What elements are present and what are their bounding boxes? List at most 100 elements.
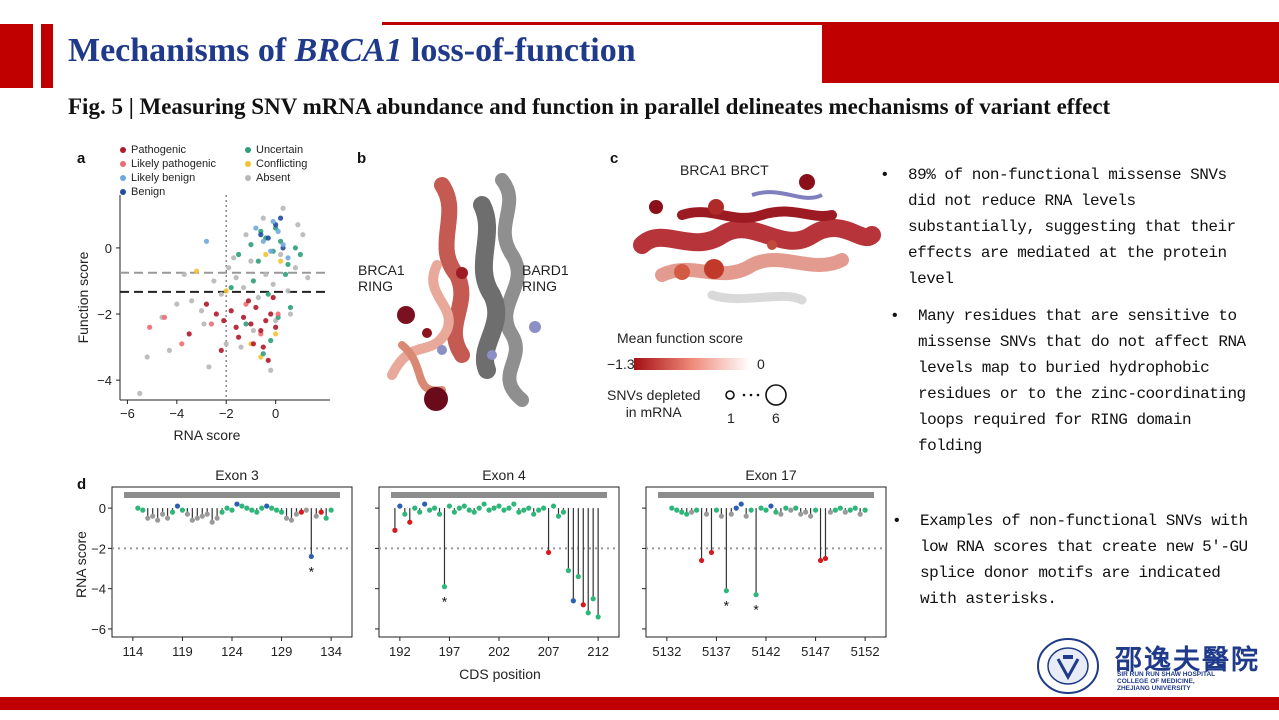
panel-label-c: c (610, 150, 619, 167)
data-point-absent (263, 271, 269, 277)
zinc-sphere (437, 345, 447, 355)
x-tick-label: −6 (120, 406, 135, 421)
lollipop-point (703, 511, 710, 517)
lollipop-point (694, 507, 700, 513)
variant-sphere (649, 200, 663, 214)
data-point-uncertain (248, 241, 254, 248)
lollipop-point (674, 507, 680, 513)
bullet-point-1: • 89% of non-functional missense SNVs did… (880, 166, 1236, 288)
lollipop-point (259, 505, 265, 511)
data-point-absent (201, 321, 207, 327)
data-point-absent (198, 308, 205, 314)
data-point-absent (248, 258, 254, 264)
lollipop-point (204, 511, 210, 517)
brct-linker (751, 190, 823, 200)
lollipop-point (219, 509, 225, 515)
x-tick-label: 124 (221, 644, 243, 659)
lollipop-point (249, 507, 255, 513)
lollipop-point (436, 511, 443, 517)
lollipop-point (842, 509, 848, 515)
y-axis-label: RNA score (73, 531, 89, 598)
data-point-absent (226, 265, 232, 271)
size-scale-circles (725, 384, 787, 406)
data-point-uncertain (282, 271, 289, 277)
lollipop-point (234, 501, 240, 507)
data-point-uncertain (250, 278, 257, 284)
lollipop-point (511, 501, 517, 507)
data-point-pathogenic (218, 347, 224, 354)
lollipop-point (422, 501, 428, 507)
data-point-pathogenic (260, 344, 266, 350)
lollipop-point (486, 507, 492, 513)
legend-benign: Benign (120, 186, 165, 198)
lollipop-point (550, 503, 557, 509)
lollipop-point (758, 505, 764, 511)
lollipop-point (506, 505, 512, 511)
lollipop-point (283, 515, 290, 521)
lollipop-point (857, 511, 863, 517)
data-point-likely-pathogenic (161, 314, 168, 320)
rna-score-lollipop-chart: 0 −2 −4 −6 RNA score Exon 3 * 114 119 124 129 134 Ex… (73, 467, 887, 682)
lollipop-point (323, 515, 329, 521)
lollipop-point (862, 507, 868, 513)
hospital-seal-logo (1037, 638, 1099, 694)
lollipop-point (718, 513, 724, 519)
lollipop-point (501, 507, 507, 513)
lollipop-point (471, 509, 477, 515)
data-point-absent (255, 294, 261, 301)
data-point-uncertain (268, 337, 274, 344)
data-point-benign (258, 232, 264, 238)
lollipop-point (427, 507, 433, 513)
lollipop-point (184, 511, 190, 517)
data-point-uncertain (235, 251, 242, 258)
lollipop-point (164, 515, 171, 521)
slide-title: Mechanisms of BRCA1 loss-of-function (68, 32, 636, 69)
data-point-likely-benign (275, 228, 281, 234)
data-point-likely-benign (285, 255, 291, 261)
data-point-likely-benign (280, 241, 286, 248)
lollipop-point (431, 505, 438, 511)
data-point-absent (292, 265, 299, 271)
lollipop-point (595, 614, 601, 620)
lollipop-point (466, 507, 472, 513)
brct-helix (633, 219, 881, 254)
data-point-uncertain (255, 258, 261, 264)
data-point-absent (218, 291, 224, 297)
variant-sphere (704, 259, 724, 279)
lollipop-point (536, 507, 542, 513)
lollipop-point (575, 573, 581, 580)
legend-absent: Absent (245, 172, 290, 184)
variant-sphere (397, 306, 415, 324)
lollipop-point (808, 513, 814, 519)
size-scale-title: SNVs depleted in mRNA (607, 387, 701, 420)
data-point-pathogenic (245, 298, 252, 304)
x-tick-label: 5147 (801, 644, 830, 659)
bullet-point-2: • Many residues that are sensitive to mis… (890, 307, 1246, 455)
lollipop-point (713, 507, 720, 513)
lollipop-point (748, 507, 754, 513)
y-tick-label: −6 (91, 622, 106, 637)
bullet-point-3: • Examples of non-functional SNVs with lo… (892, 512, 1248, 608)
lollipop-point (189, 517, 195, 523)
x-tick-label: 119 (172, 644, 193, 659)
data-point-likely-pathogenic (275, 311, 281, 317)
data-point-absent (250, 327, 257, 334)
lollipop-point (278, 509, 285, 515)
exon-bar (124, 492, 340, 498)
lollipop-point (531, 511, 537, 517)
x-tick-label: 197 (439, 644, 461, 659)
x-tick-label: 202 (488, 644, 510, 659)
lollipop-point (580, 602, 586, 608)
lollipop-point (847, 507, 853, 513)
lollipop-point (516, 509, 522, 515)
lollipop-point (669, 505, 675, 511)
data-point-conflicting (277, 258, 284, 264)
data-point-pathogenic (248, 321, 254, 327)
lollipop-point (224, 505, 230, 511)
brct-sheet (677, 206, 837, 223)
data-point-absent (233, 275, 239, 281)
lollipop-point (560, 509, 567, 515)
data-point-conflicting (263, 251, 269, 258)
x-tick-label: −2 (219, 406, 234, 421)
x-tick-label: 212 (587, 644, 609, 659)
